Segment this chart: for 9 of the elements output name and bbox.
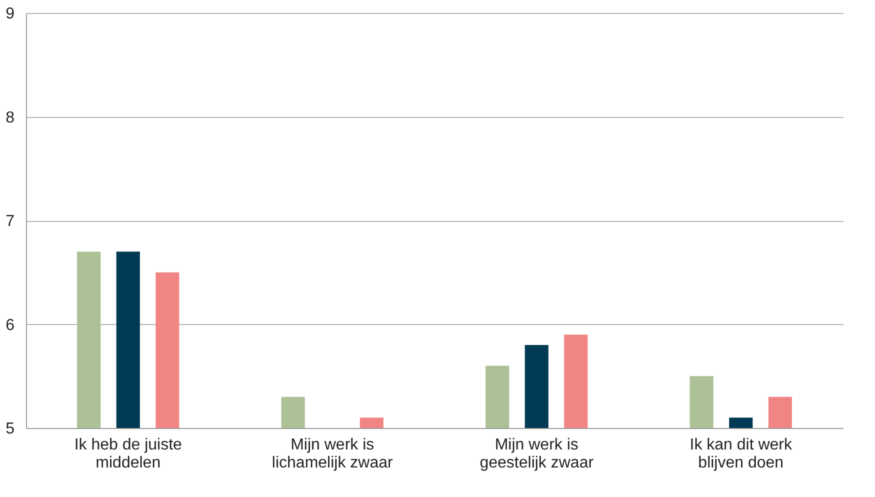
y-tick-label: 7 <box>6 213 15 230</box>
x-tick-label: Ik heb de juiste middelen <box>74 436 182 472</box>
y-tick-label: 6 <box>6 316 15 334</box>
x-tick-label: Mijn werk is lichamelijk zwaar <box>272 436 394 472</box>
x-tick-label: Ik kan dit werk blijven doen <box>690 436 793 472</box>
x-tick-label: Mijn werk is geestelijk zwaar <box>480 436 594 472</box>
y-tick-label: 5 <box>6 420 15 438</box>
y-tick-label: 9 <box>6 6 15 22</box>
y-tick-label: 8 <box>6 109 15 126</box>
